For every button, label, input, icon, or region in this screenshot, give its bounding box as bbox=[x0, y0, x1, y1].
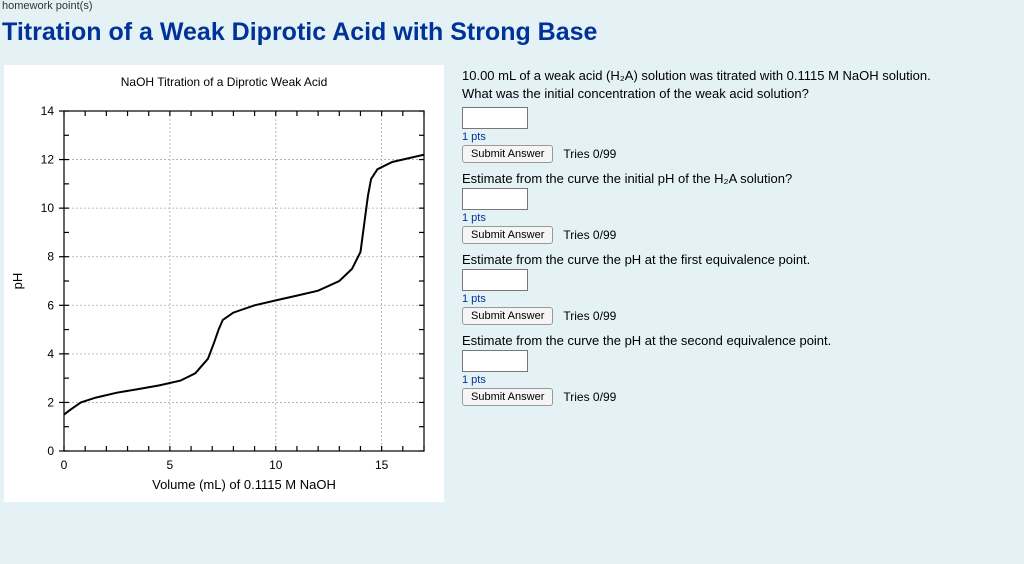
tries-label-1: Tries 0/99 bbox=[563, 147, 616, 161]
intro-line-1: 10.00 mL of a weak acid (H₂A) solution w… bbox=[462, 68, 931, 83]
svg-text:15: 15 bbox=[375, 458, 389, 472]
points-label: 1 pts bbox=[462, 131, 1016, 143]
answer-input-1[interactable] bbox=[462, 107, 528, 129]
chart-svg: 0 2 4 6 8 10 12 14 0 5 10 15 Volume (mL) of 0.1115 M… bbox=[4, 93, 444, 493]
svg-text:10: 10 bbox=[41, 201, 55, 215]
tries-label-2: Tries 0/99 bbox=[563, 228, 616, 242]
svg-text:0: 0 bbox=[61, 458, 68, 472]
svg-text:6: 6 bbox=[47, 298, 54, 312]
answer-input-3[interactable] bbox=[462, 269, 528, 291]
breadcrumb-scrap: homework point(s) bbox=[0, 0, 1024, 14]
question-1: 1 pts Submit Answer Tries 0/99 bbox=[462, 107, 1016, 163]
q3-prompt: Estimate from the curve the pH at the fi… bbox=[462, 252, 1016, 267]
questions-panel: 10.00 mL of a weak acid (H₂A) solution w… bbox=[462, 65, 1024, 414]
submit-button-3[interactable]: Submit Answer bbox=[462, 307, 553, 325]
svg-text:10: 10 bbox=[269, 458, 283, 472]
svg-text:2: 2 bbox=[47, 395, 54, 409]
question-3: Estimate from the curve the pH at the fi… bbox=[462, 252, 1016, 325]
points-label: 1 pts bbox=[462, 374, 1016, 386]
content-row: NaOH Titration of a Diprotic Weak Acid 0… bbox=[0, 65, 1024, 502]
chart-title: NaOH Titration of a Diprotic Weak Acid bbox=[4, 75, 444, 89]
tries-label-3: Tries 0/99 bbox=[563, 309, 616, 323]
answer-input-4[interactable] bbox=[462, 350, 528, 372]
question-2: Estimate from the curve the initial pH o… bbox=[462, 171, 1016, 244]
svg-text:Volume (mL) of 0.1115 M NaOH: Volume (mL) of 0.1115 M NaOH bbox=[152, 477, 336, 492]
svg-text:5: 5 bbox=[167, 458, 174, 472]
svg-text:12: 12 bbox=[41, 153, 55, 167]
page-title: Titration of a Weak Diprotic Acid with S… bbox=[2, 18, 1024, 47]
points-label: 1 pts bbox=[462, 212, 1016, 224]
submit-button-1[interactable]: Submit Answer bbox=[462, 145, 553, 163]
q2-prompt: Estimate from the curve the initial pH o… bbox=[462, 171, 1016, 186]
submit-button-2[interactable]: Submit Answer bbox=[462, 226, 553, 244]
svg-text:4: 4 bbox=[47, 347, 54, 361]
answer-input-2[interactable] bbox=[462, 188, 528, 210]
intro-text: 10.00 mL of a weak acid (H₂A) solution w… bbox=[462, 67, 1016, 103]
intro-line-2: What was the initial concentration of th… bbox=[462, 86, 809, 101]
titration-chart: NaOH Titration of a Diprotic Weak Acid 0… bbox=[4, 65, 444, 502]
svg-text:8: 8 bbox=[47, 250, 54, 264]
svg-text:14: 14 bbox=[41, 104, 55, 118]
submit-button-4[interactable]: Submit Answer bbox=[462, 388, 553, 406]
svg-text:pH: pH bbox=[10, 273, 25, 290]
tries-label-4: Tries 0/99 bbox=[563, 390, 616, 404]
svg-text:0: 0 bbox=[47, 444, 54, 458]
points-label: 1 pts bbox=[462, 293, 1016, 305]
q4-prompt: Estimate from the curve the pH at the se… bbox=[462, 333, 1016, 348]
question-4: Estimate from the curve the pH at the se… bbox=[462, 333, 1016, 406]
